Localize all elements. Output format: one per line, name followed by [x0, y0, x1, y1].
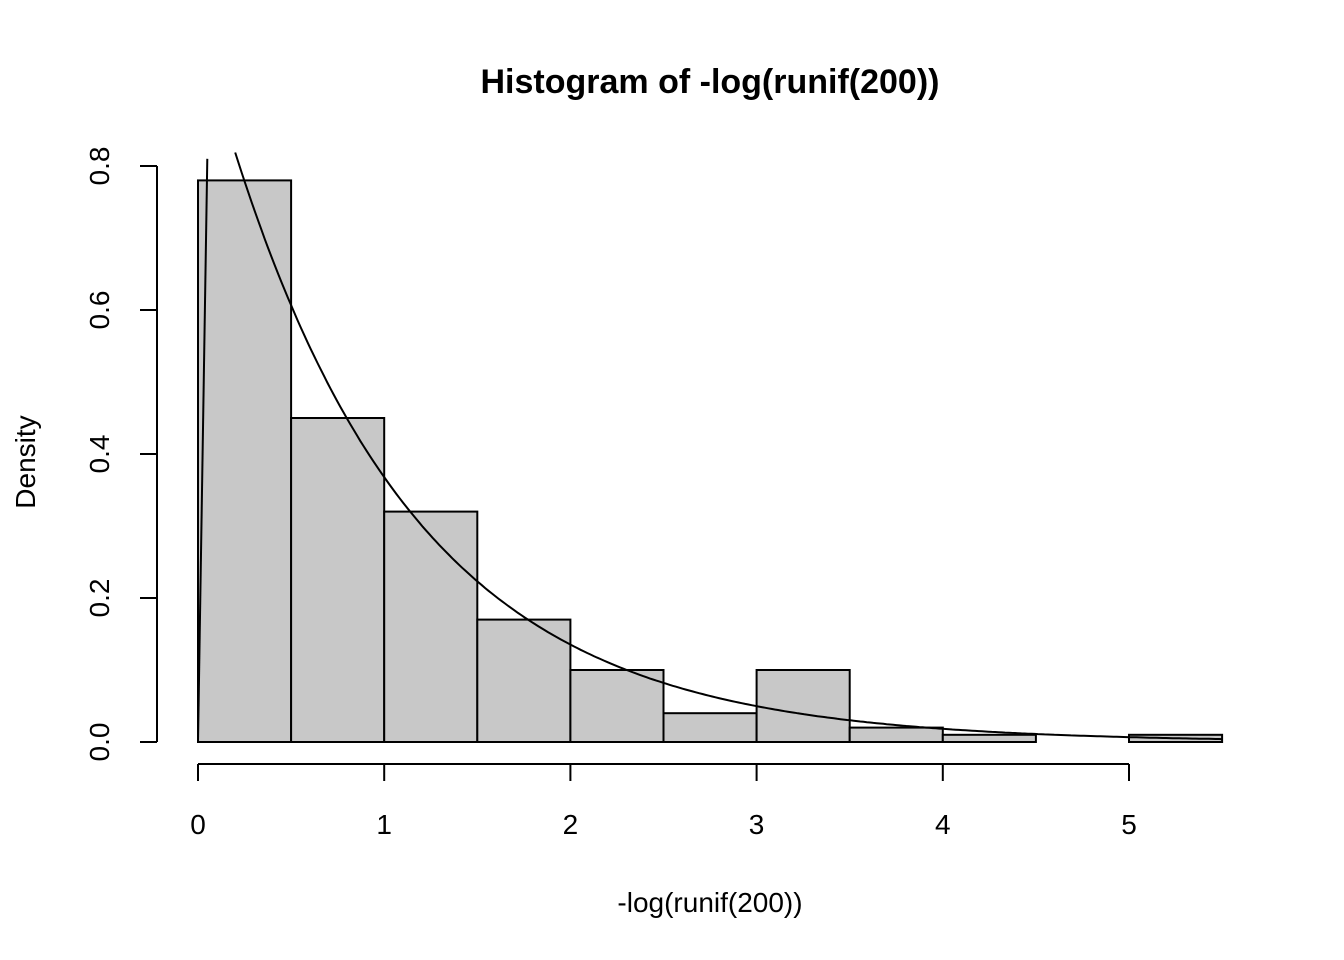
histogram-bar — [476, 618, 572, 743]
x-axis-label: -log(runif(200)) — [617, 887, 802, 918]
histogram-bar — [290, 417, 386, 743]
x-tick-label: 4 — [935, 809, 951, 840]
y-tick-label: 0.0 — [84, 723, 115, 762]
overlay-curves — [197, 152, 1223, 743]
histogram-bar — [755, 669, 851, 743]
y-tick-label: 0.8 — [84, 147, 115, 186]
x-tick-label: 1 — [376, 809, 392, 840]
histogram-bar — [383, 510, 479, 743]
y-tick-label: 0.6 — [84, 291, 115, 330]
x-tick-label: 2 — [563, 809, 579, 840]
chart-title: Histogram of -log(runif(200)) — [481, 63, 940, 101]
histogram-bars — [197, 179, 1224, 744]
histogram-bar — [569, 669, 665, 743]
y-axis: 0.0 0.2 0.4 0.6 0.8 — [84, 147, 158, 762]
y-axis-label: Density — [10, 415, 41, 508]
histogram-bar — [197, 179, 293, 743]
y-tick-label: 0.2 — [84, 579, 115, 618]
y-tick-label: 0.4 — [84, 435, 115, 474]
histogram-bar — [941, 733, 1037, 743]
density-curve — [234, 152, 1223, 741]
histogram-bar — [848, 726, 944, 743]
x-axis: 0 1 2 3 4 5 — [190, 763, 1137, 840]
x-tick-label: 5 — [1121, 809, 1137, 840]
histogram-bar — [662, 712, 758, 744]
overlay-line — [197, 158, 209, 743]
x-tick-label: 0 — [190, 809, 206, 840]
x-tick-label: 3 — [749, 809, 765, 840]
